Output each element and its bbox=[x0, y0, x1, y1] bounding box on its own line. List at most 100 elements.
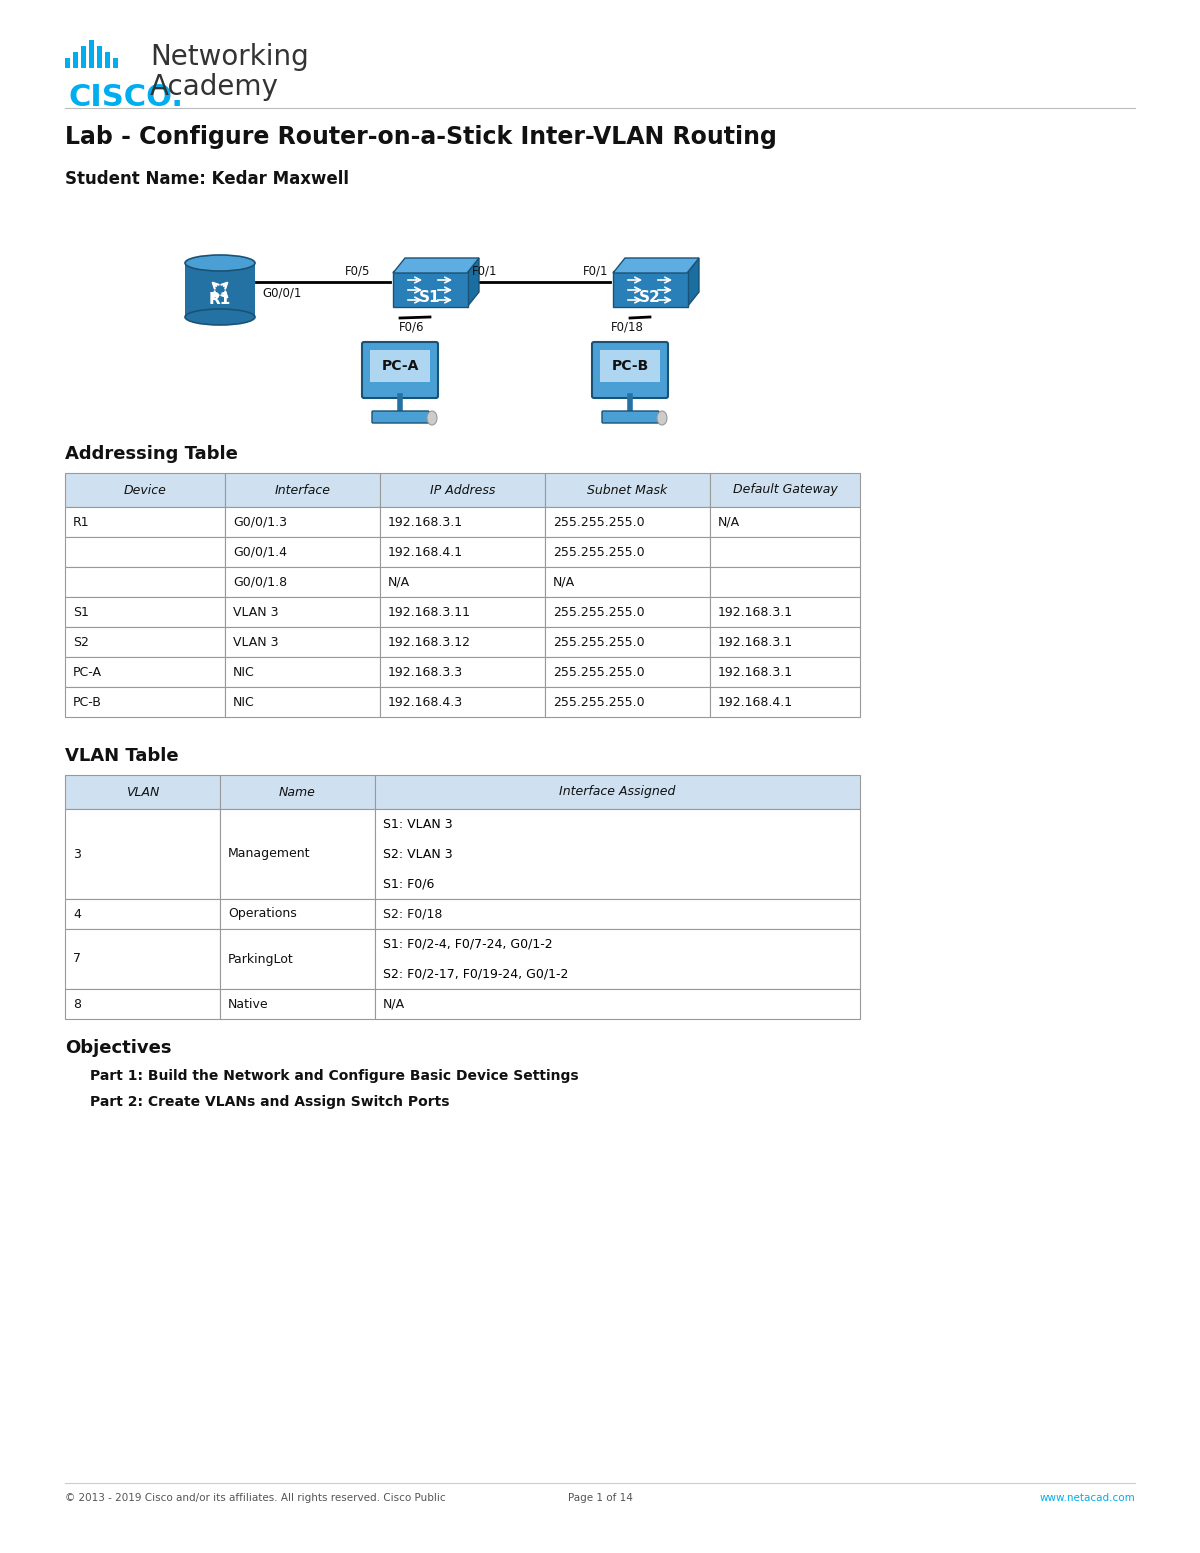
Text: www.netacad.com: www.netacad.com bbox=[1039, 1492, 1135, 1503]
Text: 255.255.255.0: 255.255.255.0 bbox=[553, 696, 644, 708]
FancyBboxPatch shape bbox=[372, 412, 430, 422]
Text: S1: S1 bbox=[419, 289, 440, 304]
Text: N/A: N/A bbox=[388, 576, 410, 589]
Bar bbox=[226, 506, 380, 537]
Text: S2: F0/2-17, F0/19-24, G0/1-2: S2: F0/2-17, F0/19-24, G0/1-2 bbox=[383, 968, 569, 980]
Bar bbox=[545, 474, 710, 506]
Bar bbox=[374, 989, 860, 1019]
Text: Operations: Operations bbox=[228, 907, 296, 921]
Bar bbox=[226, 686, 380, 717]
Text: PC-A: PC-A bbox=[73, 666, 102, 679]
Text: F0/5: F0/5 bbox=[344, 264, 370, 276]
Bar bbox=[226, 627, 380, 657]
Text: 192.168.3.1: 192.168.3.1 bbox=[718, 666, 793, 679]
Ellipse shape bbox=[658, 412, 667, 426]
Bar bbox=[710, 596, 860, 627]
Text: 192.168.4.1: 192.168.4.1 bbox=[718, 696, 793, 708]
Bar bbox=[65, 506, 226, 537]
Bar bbox=[73, 51, 78, 68]
Bar bbox=[226, 537, 380, 567]
Text: 192.168.3.1: 192.168.3.1 bbox=[718, 606, 793, 618]
Ellipse shape bbox=[427, 412, 437, 426]
Text: VLAN 3: VLAN 3 bbox=[233, 606, 278, 618]
Text: Student Name: Kedar Maxwell: Student Name: Kedar Maxwell bbox=[65, 169, 349, 188]
Text: 255.255.255.0: 255.255.255.0 bbox=[553, 635, 644, 649]
Bar bbox=[113, 57, 118, 68]
Polygon shape bbox=[613, 258, 698, 273]
Text: Native: Native bbox=[228, 997, 269, 1011]
Text: 3: 3 bbox=[73, 848, 80, 860]
Text: PC-B: PC-B bbox=[73, 696, 102, 708]
Text: Academy: Academy bbox=[150, 73, 278, 101]
Text: S2: S2 bbox=[73, 635, 89, 649]
Text: 192.168.4.3: 192.168.4.3 bbox=[388, 696, 463, 708]
Ellipse shape bbox=[185, 255, 256, 272]
Bar bbox=[380, 506, 545, 537]
Text: 7: 7 bbox=[73, 952, 82, 966]
Text: N/A: N/A bbox=[718, 516, 740, 528]
Text: Addressing Table: Addressing Table bbox=[65, 446, 238, 463]
Text: F0/1: F0/1 bbox=[582, 264, 608, 276]
Bar bbox=[710, 686, 860, 717]
Text: N/A: N/A bbox=[553, 576, 575, 589]
Bar bbox=[710, 506, 860, 537]
Bar bbox=[65, 567, 226, 596]
Text: G0/0/1: G0/0/1 bbox=[262, 286, 301, 300]
Text: F0/1: F0/1 bbox=[472, 264, 498, 276]
Text: Lab - Configure Router-on-a-Stick Inter-VLAN Routing: Lab - Configure Router-on-a-Stick Inter-… bbox=[65, 124, 776, 149]
Polygon shape bbox=[394, 258, 479, 273]
Bar bbox=[65, 474, 226, 506]
Text: © 2013 - 2019 Cisco and/or its affiliates. All rights reserved. Cisco Public: © 2013 - 2019 Cisco and/or its affiliate… bbox=[65, 1492, 445, 1503]
Bar bbox=[65, 899, 220, 929]
Bar bbox=[65, 775, 220, 809]
Bar bbox=[226, 474, 380, 506]
Text: 192.168.3.12: 192.168.3.12 bbox=[388, 635, 470, 649]
Bar bbox=[600, 349, 660, 382]
Bar bbox=[226, 596, 380, 627]
Bar bbox=[545, 506, 710, 537]
Bar bbox=[710, 567, 860, 596]
Bar bbox=[380, 686, 545, 717]
Polygon shape bbox=[467, 258, 479, 307]
Bar bbox=[710, 627, 860, 657]
Text: Part 1: Build the Network and Configure Basic Device Settings: Part 1: Build the Network and Configure … bbox=[90, 1068, 578, 1082]
Text: VLAN Table: VLAN Table bbox=[65, 747, 179, 766]
Text: Part 2: Create VLANs and Assign Switch Ports: Part 2: Create VLANs and Assign Switch P… bbox=[90, 1095, 450, 1109]
Text: NIC: NIC bbox=[233, 696, 254, 708]
Bar bbox=[65, 929, 220, 989]
Bar bbox=[380, 627, 545, 657]
Bar bbox=[370, 349, 430, 382]
Bar bbox=[65, 809, 220, 899]
Bar bbox=[545, 537, 710, 567]
Text: Management: Management bbox=[228, 848, 311, 860]
Bar bbox=[545, 567, 710, 596]
Text: S1: F0/6: S1: F0/6 bbox=[383, 877, 434, 890]
Text: Subnet Mask: Subnet Mask bbox=[587, 483, 667, 497]
Text: CISCO.: CISCO. bbox=[68, 82, 182, 112]
Bar bbox=[220, 775, 374, 809]
Bar bbox=[380, 474, 545, 506]
Text: Default Gateway: Default Gateway bbox=[733, 483, 838, 497]
Bar bbox=[380, 537, 545, 567]
Text: R1: R1 bbox=[73, 516, 90, 528]
Text: 192.168.3.1: 192.168.3.1 bbox=[718, 635, 793, 649]
Bar bbox=[89, 40, 94, 68]
Text: Interface Assigned: Interface Assigned bbox=[559, 786, 676, 798]
Bar bbox=[374, 809, 860, 899]
Text: S2: S2 bbox=[640, 289, 661, 304]
Bar bbox=[710, 474, 860, 506]
Text: 255.255.255.0: 255.255.255.0 bbox=[553, 516, 644, 528]
Text: IP Address: IP Address bbox=[430, 483, 496, 497]
Text: Interface: Interface bbox=[275, 483, 330, 497]
Text: 8: 8 bbox=[73, 997, 82, 1011]
Text: ParkingLot: ParkingLot bbox=[228, 952, 294, 966]
Text: 4: 4 bbox=[73, 907, 80, 921]
Bar bbox=[380, 567, 545, 596]
Text: N/A: N/A bbox=[383, 997, 406, 1011]
Polygon shape bbox=[686, 258, 698, 307]
FancyBboxPatch shape bbox=[592, 342, 668, 398]
Bar bbox=[545, 627, 710, 657]
Bar bbox=[220, 809, 374, 899]
Text: Networking: Networking bbox=[150, 43, 308, 71]
Text: 192.168.3.3: 192.168.3.3 bbox=[388, 666, 463, 679]
